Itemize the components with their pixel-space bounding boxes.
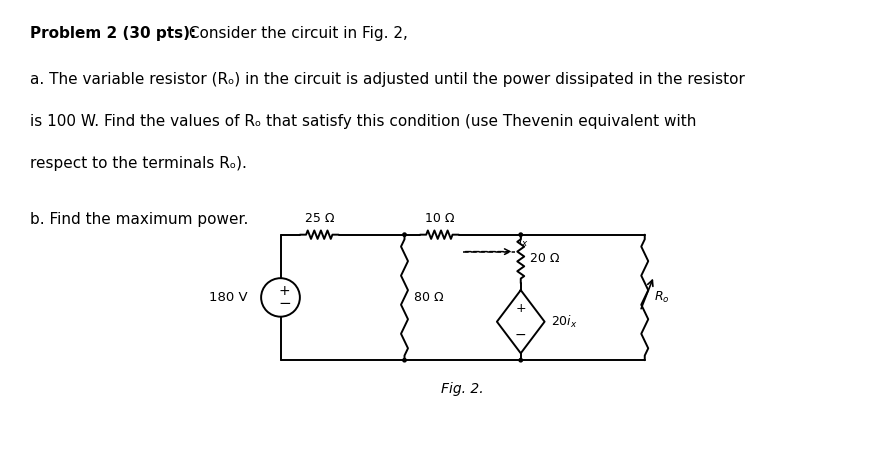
Text: 180 V: 180 V <box>209 291 248 304</box>
Text: Problem 2 (30 pts):: Problem 2 (30 pts): <box>30 26 196 41</box>
Text: 20 Ω: 20 Ω <box>530 253 560 265</box>
Text: $20i_x$: $20i_x$ <box>551 314 577 330</box>
Text: +: + <box>516 302 526 315</box>
Text: $i_x$: $i_x$ <box>517 233 528 248</box>
Text: b. Find the maximum power.: b. Find the maximum power. <box>30 212 248 227</box>
Text: Fig. 2.: Fig. 2. <box>441 382 484 396</box>
Text: 80 Ω: 80 Ω <box>414 291 444 304</box>
Text: +: + <box>279 283 290 297</box>
Text: −: − <box>278 296 290 311</box>
Text: 10 Ω: 10 Ω <box>425 212 454 225</box>
Circle shape <box>403 233 407 236</box>
Text: $R_o$: $R_o$ <box>654 290 670 305</box>
Circle shape <box>519 233 523 236</box>
Text: Consider the circuit in Fig. 2,: Consider the circuit in Fig. 2, <box>184 26 407 41</box>
Text: −: − <box>515 328 526 342</box>
Circle shape <box>519 359 523 362</box>
Text: a. The variable resistor (Rₒ) in the circuit is adjusted until the power dissipa: a. The variable resistor (Rₒ) in the cir… <box>30 72 744 87</box>
Text: 25 Ω: 25 Ω <box>304 212 334 225</box>
Text: respect to the terminals Rₒ).: respect to the terminals Rₒ). <box>30 156 246 171</box>
Circle shape <box>403 359 407 362</box>
Text: is 100 W. Find the values of Rₒ that satisfy this condition (use Thevenin equiva: is 100 W. Find the values of Rₒ that sat… <box>30 114 696 129</box>
